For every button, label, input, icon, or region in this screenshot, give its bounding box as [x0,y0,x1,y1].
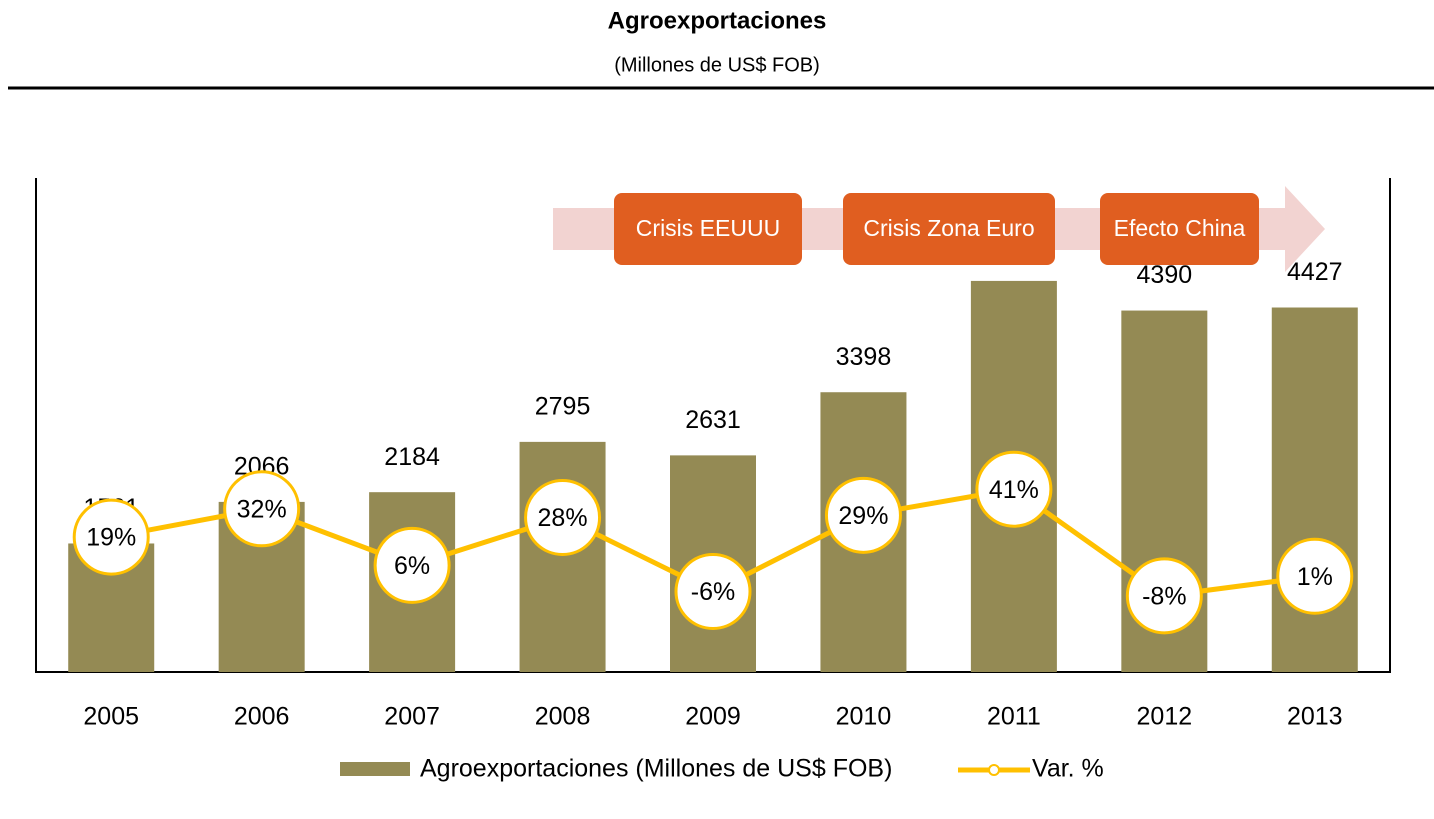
bar [519,441,606,672]
x-tick-label: 2010 [836,703,892,731]
line-value-label: 1% [1297,563,1333,591]
legend-swatch [340,762,410,776]
annotation: Efecto China [1100,193,1259,265]
x-tick-label: 2009 [685,703,741,731]
line-value-label: 41% [989,476,1039,504]
x-tick-label: 2013 [1287,703,1343,731]
line-value-label: 6% [394,552,430,580]
bar [1271,307,1358,672]
line-value-label: 28% [538,504,588,532]
line-marker [373,526,451,604]
line-value-label: -6% [691,578,735,606]
line-marker [975,450,1053,528]
x-tick-label: 2006 [234,703,290,731]
line-marker [1125,557,1203,635]
line-marker [223,470,301,548]
annotation: Crisis Zona Euro [843,193,1055,265]
line-value-label: -8% [1142,582,1186,610]
x-tick-label: 2012 [1137,703,1193,731]
chart-title: Agroexportaciones [608,7,827,34]
bar-value-label: 2184 [384,443,440,471]
x-tick-label: 2007 [384,703,440,731]
legend-label: Var. % [1032,755,1104,783]
legend-swatch [988,764,1000,776]
bar-value-label: 4390 [1137,261,1193,289]
bar-value-label: 3398 [836,343,892,371]
x-tick-label: 2008 [535,703,591,731]
line-marker [824,476,902,554]
bar-value-label: 2795 [535,392,591,420]
line-value-label: 32% [237,495,287,523]
x-tick-label: 2005 [83,703,139,731]
chart-subtitle: (Millones de US$ FOB) [614,54,820,76]
line-marker [1276,537,1354,615]
line-value-label: 29% [838,502,888,530]
line-value-label: 19% [86,524,136,552]
line-marker [674,552,752,630]
annotation: Crisis EEUUU [614,193,802,265]
x-tick-label: 2011 [987,703,1041,731]
line-marker [524,478,602,556]
legend-label: Agroexportaciones (Millones de US$ FOB) [420,755,892,783]
line-marker [72,498,150,576]
bar-value-label: 2631 [685,406,741,434]
bar-value-label: 4427 [1287,258,1343,286]
